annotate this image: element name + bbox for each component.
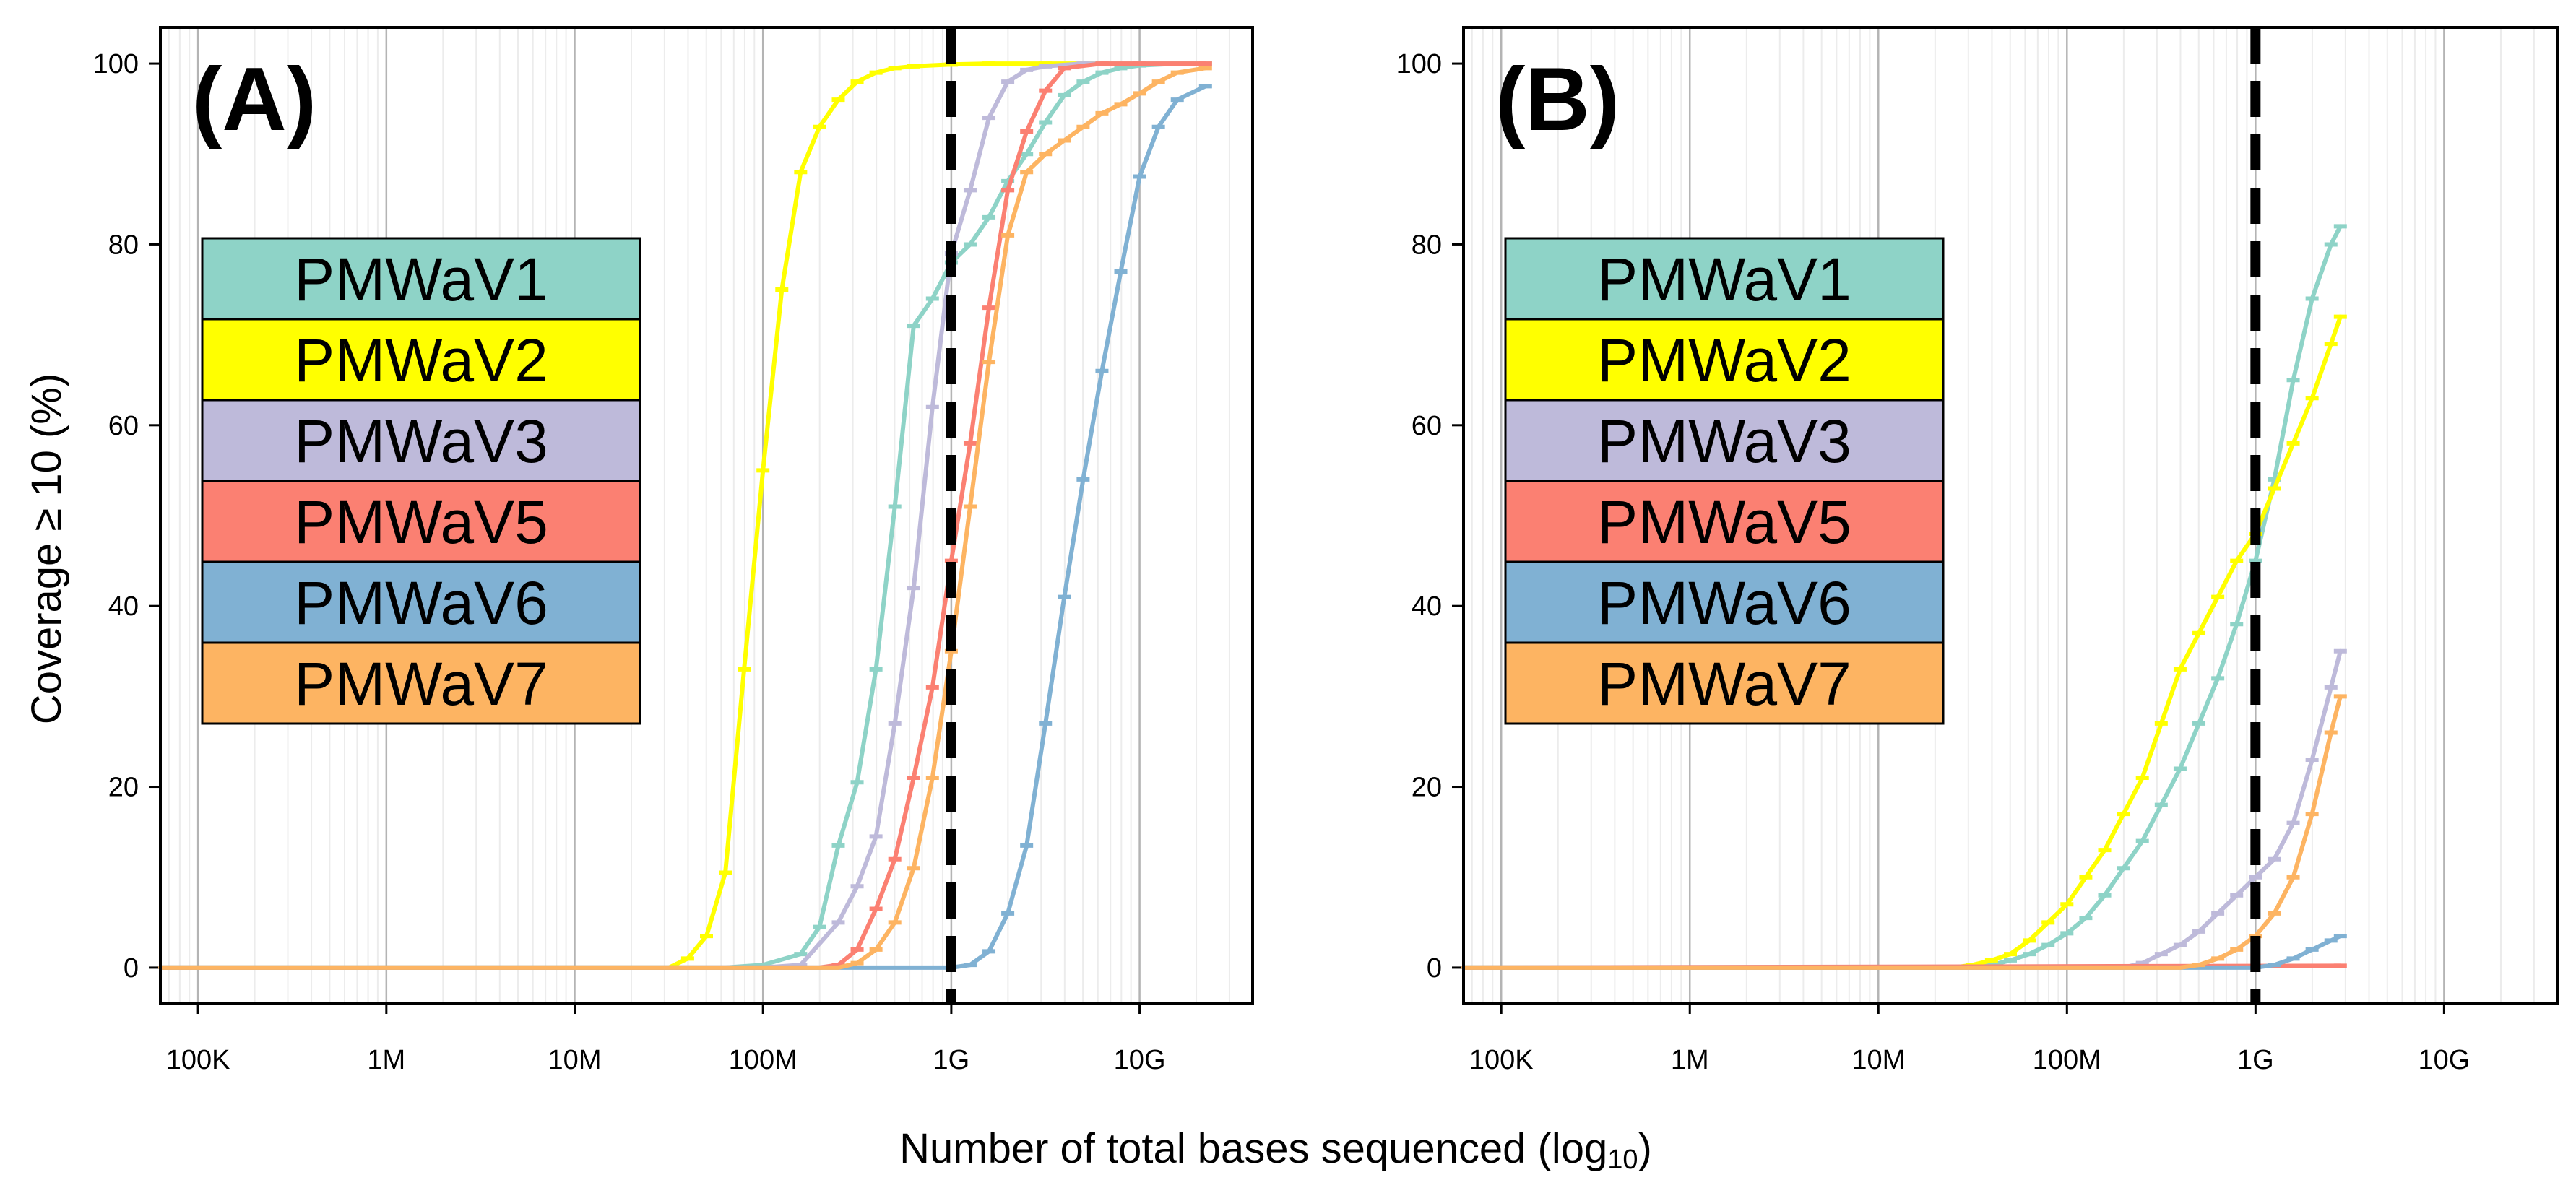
panel-label-a: (A) [192,50,316,149]
x-axis-label-close: ) [1638,1125,1652,1172]
legend-swatch-pmwav2 [201,318,641,402]
x-tick-label: 10M [1851,1045,1905,1075]
y-tick-label: 40 [1412,591,1442,622]
x-tick-label: 10G [1114,1045,1166,1075]
x-tick-label: 1G [933,1045,970,1075]
y-tick-label: 20 [108,773,139,803]
legend-label-pmwav5: PMWaV5 [294,488,548,556]
legend-label-pmwav7: PMWaV7 [1597,650,1851,718]
x-tick-label: 10G [2418,1045,2470,1075]
legend-label-pmwav5: PMWaV5 [1597,488,1851,556]
y-tick-label: 20 [1412,773,1442,803]
legend-label-pmwav7: PMWaV7 [294,650,548,718]
y-tick-label: 40 [108,591,139,622]
x-axis-label-main: Number of total bases sequenced (log [899,1125,1607,1172]
x-axis-label: Number of total bases sequenced (log10) [899,1125,1652,1175]
x-tick-label: 100K [166,1045,230,1075]
y-tick-label: 60 [1412,411,1442,441]
panel-a: 100K 1M 10M 100M 1G 10G 0 20 40 60 80 100 (A) PMWaV1 P… [93,26,1254,1075]
y-tick-label: 0 [1427,953,1442,984]
y-tick-label: 80 [1412,230,1442,260]
legend-swatch-pmwav3 [201,399,641,482]
legend-swatch-pmwav1 [201,237,641,321]
legend-label-pmwav6: PMWaV6 [294,569,548,637]
legend-label-pmwav1: PMWaV1 [294,246,548,313]
series-line-pmwav7 [1461,694,2343,970]
y-tick-label: 60 [108,411,139,441]
legend-label-pmwav2: PMWaV2 [294,326,548,394]
panel-b: 100K 1M 10M 100M 1G 10G 0 20 40 60 80 100 (B) PMWaV1 P… [1396,26,2559,1075]
legend-swatch-pmwav1 [1504,237,1945,321]
legend-label-pmwav3: PMWaV3 [294,407,548,475]
y-tick-label: 100 [93,49,139,79]
y-tick-label: 0 [124,953,139,984]
legend-swatch-pmwav7 [1504,641,1945,725]
x-tick-label: 1M [367,1045,405,1075]
y-tick-label: 100 [1396,49,1442,79]
y-axis-label: Coverage ≥ 10 (%) [23,373,70,724]
x-tick-label: 1G [2237,1045,2274,1075]
legend-swatch-pmwav2 [1504,318,1945,402]
series-line-pmwav1 [1461,224,2343,970]
x-tick-label: 1M [1671,1045,1709,1075]
plot-frame [159,26,1254,1005]
legend-label-pmwav3: PMWaV3 [1597,407,1851,475]
legend-swatch-pmwav5 [1504,480,1945,563]
legend-swatch-pmwav7 [201,641,641,725]
x-tick-label: 100M [2033,1045,2101,1075]
x-tick-label: 100K [1469,1045,1534,1075]
x-tick-label: 10M [548,1045,602,1075]
panel-label-b: (B) [1495,50,1620,149]
plot-frame [1462,26,2559,1005]
legend-swatch-pmwav5 [201,480,641,563]
legend-label-pmwav2: PMWaV2 [1597,326,1851,394]
legend-label-pmwav6: PMWaV6 [1597,569,1851,637]
x-axis-label-sub: 10 [1607,1145,1638,1175]
legend-label-pmwav1: PMWaV1 [1597,246,1851,313]
x-tick-label: 100M [729,1045,798,1075]
y-tick-label: 80 [108,230,139,260]
